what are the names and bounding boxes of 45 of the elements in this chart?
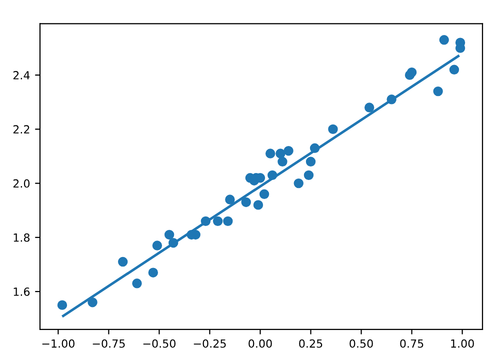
y-tick-label: 1.6 xyxy=(14,288,30,296)
point xyxy=(364,102,374,112)
point xyxy=(304,170,314,180)
point xyxy=(164,230,174,240)
point xyxy=(152,240,162,250)
x-tick-label: −1.00 xyxy=(42,339,74,348)
point xyxy=(310,143,320,153)
point xyxy=(168,238,178,248)
x-tick-label: −0.50 xyxy=(143,339,176,348)
point xyxy=(439,35,449,45)
point xyxy=(284,146,294,156)
point xyxy=(328,124,338,134)
x-tick-label: 0.00 xyxy=(248,339,272,348)
point xyxy=(449,64,460,75)
y-tick-label: 1.8 xyxy=(14,233,30,242)
point xyxy=(148,268,158,278)
y-tick-label: 2.4 xyxy=(13,71,30,80)
point xyxy=(386,94,396,104)
x-tick-label: −0.25 xyxy=(194,339,226,348)
x-tick-label: 0.25 xyxy=(299,339,322,348)
point xyxy=(276,148,286,158)
point xyxy=(200,216,211,226)
point xyxy=(259,189,270,199)
point xyxy=(132,278,142,288)
point xyxy=(241,197,251,208)
point xyxy=(118,256,128,267)
point xyxy=(223,216,233,226)
point xyxy=(278,156,288,167)
point xyxy=(57,300,68,310)
point xyxy=(294,178,304,188)
point xyxy=(268,170,278,180)
y-tick-label: 2.2 xyxy=(13,125,30,134)
point xyxy=(265,148,276,158)
x-tick-label: 0.75 xyxy=(400,339,424,348)
point xyxy=(212,216,223,226)
point xyxy=(306,156,316,167)
point xyxy=(433,86,443,96)
point xyxy=(88,298,98,308)
x-tick-label: 1.00 xyxy=(451,339,474,348)
x-tick-label: 0.50 xyxy=(350,339,373,348)
x-tick-label: −0.75 xyxy=(92,339,125,348)
point xyxy=(225,194,235,204)
point xyxy=(406,68,417,78)
point xyxy=(253,200,264,210)
y-tick-label: 2.0 xyxy=(13,179,30,188)
